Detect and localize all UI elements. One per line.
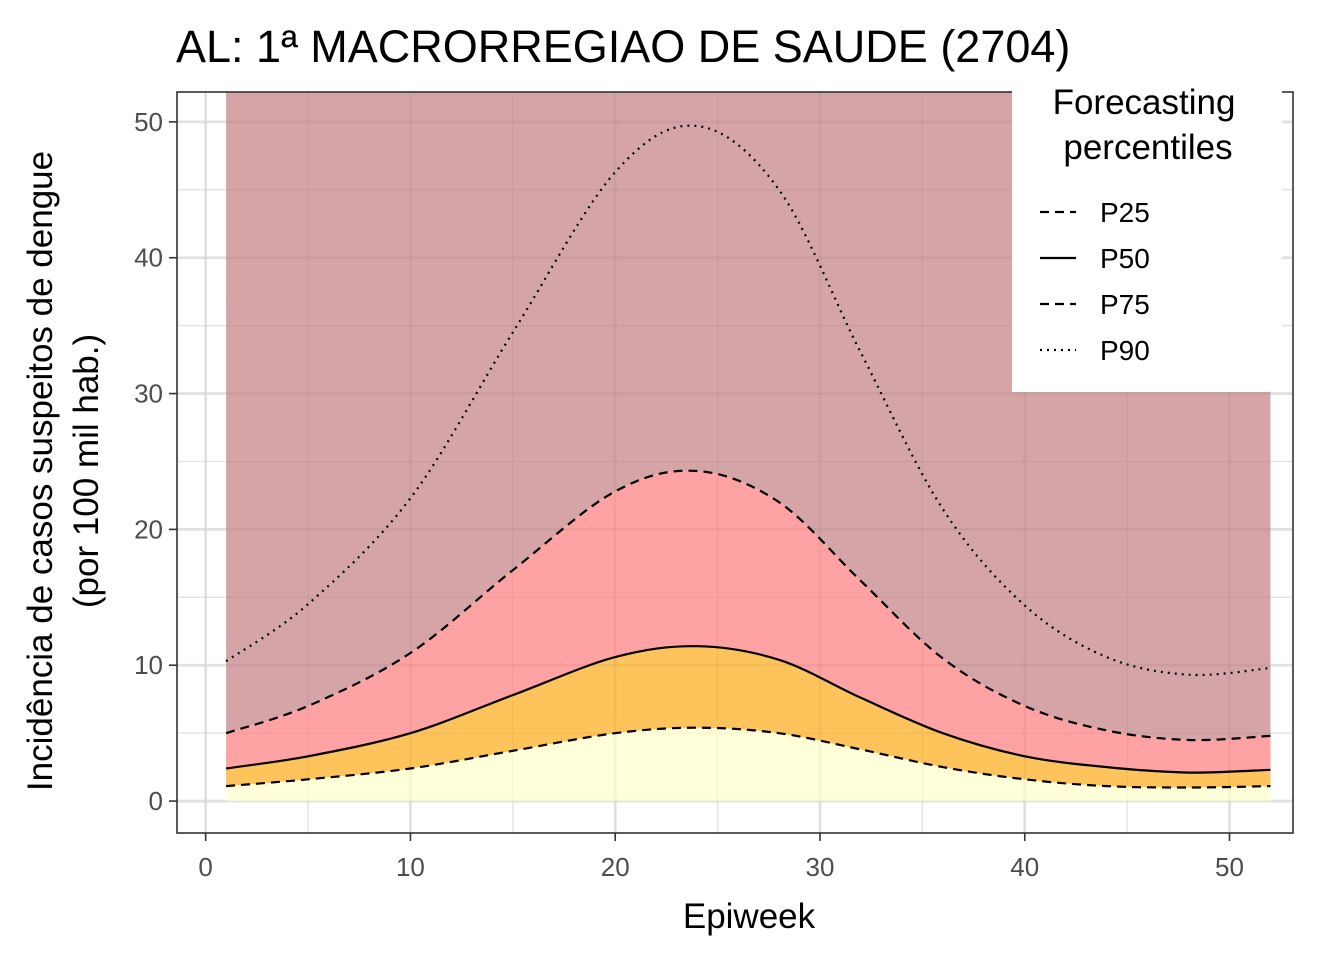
y-tick-label-0: 0 — [149, 786, 163, 816]
x-tick-label-10: 10 — [396, 852, 425, 882]
legend-title-line2: percentiles — [1063, 128, 1232, 167]
legend-label-P75: P75 — [1100, 289, 1150, 320]
legend-background — [1012, 78, 1282, 392]
legend-entries: P25 P50 P75 P90 — [1040, 197, 1150, 366]
x-tick-label-20: 20 — [601, 852, 630, 882]
series-line-P25 — [226, 726, 1271, 789]
percentile-lines — [225, 124, 1271, 789]
band-above-P90 — [226, 92, 1271, 676]
y-axis: 0 10 20 30 40 50 — [134, 107, 177, 816]
x-axis-title: Epiweek — [683, 897, 816, 936]
legend-label-P25: P25 — [1100, 197, 1150, 228]
series-line-P50 — [225, 645, 1271, 774]
percentile-bands — [177, 92, 1293, 833]
y-tick-label-30: 30 — [134, 379, 163, 409]
x-tick-label-30: 30 — [806, 852, 835, 882]
y-axis-title-line2: (por 100 mil hab.) — [67, 334, 106, 608]
legend-label-P90: P90 — [1100, 335, 1150, 366]
chart-title: AL: 1ª MACRORREGIAO DE SAUDE (2704) — [176, 21, 1070, 72]
legend: Forecasting percentiles P25 P50 P75 P90 — [1012, 78, 1282, 392]
series-line-P75 — [225, 469, 1271, 742]
x-tick-label-0: 0 — [198, 852, 212, 882]
x-tick-label-50: 50 — [1215, 852, 1244, 882]
band-P25-P50 — [226, 646, 1271, 788]
y-tick-label-50: 50 — [134, 107, 163, 137]
y-axis-title-line1: Incidência de casos suspeitos de dengue — [21, 151, 60, 791]
y-tick-label-40: 40 — [134, 243, 163, 273]
legend-title-line1: Forecasting — [1053, 83, 1236, 122]
y-tick-label-20: 20 — [134, 514, 163, 544]
y-tick-label-10: 10 — [134, 650, 163, 680]
legend-label-P50: P50 — [1100, 243, 1150, 274]
band-P75-P90 — [226, 125, 1271, 741]
x-tick-label-40: 40 — [1010, 852, 1039, 882]
series-line-P90 — [225, 124, 1271, 677]
panel-border — [176, 91, 1294, 834]
band-below-P25 — [226, 727, 1271, 802]
y-axis-title: Incidência de casos suspeitos de dengue … — [21, 151, 106, 791]
band-P50-P75 — [226, 470, 1271, 773]
x-axis: 0 10 20 30 40 50 — [198, 833, 1244, 882]
